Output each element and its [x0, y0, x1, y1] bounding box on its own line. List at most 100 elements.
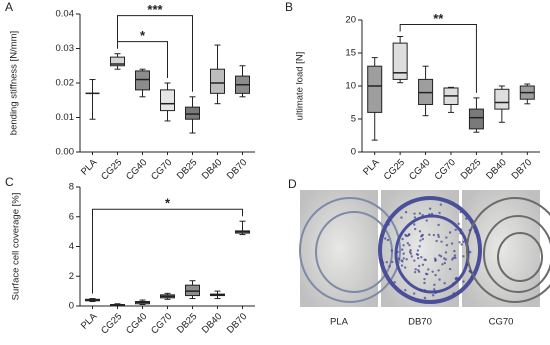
speckle	[445, 243, 449, 247]
panel-label: D	[288, 177, 297, 191]
x-tick-label: DB25	[175, 311, 200, 336]
y-tick-label: 4	[69, 241, 74, 252]
speckle	[435, 239, 438, 243]
box	[367, 65, 383, 113]
speckle	[458, 241, 461, 244]
speckle	[413, 216, 417, 219]
y-tick-label: 0	[351, 147, 356, 158]
speckle	[404, 289, 407, 292]
x-tick-label: CG70	[149, 311, 174, 336]
panel-label: B	[285, 0, 293, 14]
y-tick-label: 2	[69, 271, 74, 282]
y-tick-label: 0.04	[56, 9, 75, 20]
x-tick-label: DB25	[459, 157, 484, 182]
speckle	[427, 268, 430, 271]
speckle	[402, 257, 405, 260]
speckle	[417, 264, 421, 268]
box	[185, 106, 200, 120]
speckle	[402, 244, 405, 247]
x-tick-label: DB70	[225, 311, 250, 336]
speckle	[454, 228, 457, 231]
speckle	[437, 235, 440, 239]
box	[160, 89, 175, 112]
speckle	[470, 275, 474, 278]
speckle	[462, 255, 465, 258]
speckle	[400, 264, 404, 267]
speckle	[381, 234, 384, 238]
x-tick-label: CG40	[407, 157, 432, 182]
speckle	[438, 211, 441, 215]
image-caption: PLA	[330, 317, 349, 328]
speckle	[384, 237, 387, 240]
speckle	[400, 216, 403, 219]
x-tick-label: CG40	[124, 311, 149, 336]
speckle	[450, 242, 454, 245]
y-tick-label: 10	[345, 81, 356, 92]
x-tick-label: CG70	[149, 157, 174, 182]
speckle	[465, 263, 469, 266]
speckle	[474, 230, 477, 233]
y-tick-label: 0	[69, 301, 74, 312]
scaffold-rings	[299, 196, 550, 304]
significance-bracket	[117, 15, 193, 92]
speckle	[414, 268, 417, 271]
speckle	[405, 258, 408, 261]
speckle	[386, 238, 390, 242]
speckle	[414, 227, 417, 231]
speckle	[404, 233, 407, 237]
image-panel: PLA DB70 CG70 D	[288, 177, 550, 328]
y-tick-label: 5	[351, 114, 356, 125]
speckle	[408, 250, 412, 254]
speckle	[385, 260, 388, 264]
x-tick-label: CG70	[433, 157, 458, 182]
speckle	[423, 281, 426, 285]
speckle	[453, 254, 457, 257]
speckle	[431, 270, 434, 273]
speckle	[406, 242, 409, 245]
y-tick-label: 15	[345, 48, 356, 59]
speckle	[433, 288, 436, 291]
significance-bracket	[399, 24, 477, 93]
image-caption: DB70	[408, 317, 432, 328]
x-tick-label: DB70	[510, 157, 535, 182]
y-tick-label: 6	[69, 211, 74, 222]
speckle	[444, 258, 447, 261]
speckle	[454, 277, 458, 280]
speckle	[448, 267, 452, 271]
image-caption: CG70	[489, 317, 514, 328]
speckle	[434, 291, 437, 295]
y-tick-label: 0.03	[56, 43, 75, 54]
speckle	[387, 223, 390, 226]
speckle	[421, 237, 425, 241]
speckle	[439, 255, 443, 258]
speckle	[432, 294, 435, 297]
y-axis-label: ultimate load [N]	[295, 52, 306, 121]
significance-label: **	[433, 11, 444, 26]
speckle	[407, 233, 411, 237]
panel-label: C	[5, 175, 14, 189]
speckle	[428, 213, 431, 216]
speckle	[417, 256, 420, 260]
y-tick-label: 20	[345, 15, 356, 26]
speckle	[423, 289, 427, 292]
x-tick-label: CG25	[382, 157, 407, 182]
speckle	[445, 236, 448, 239]
speckle	[433, 257, 437, 260]
speckle	[388, 265, 391, 268]
speckle	[417, 269, 420, 272]
speckle	[458, 278, 461, 281]
speckle	[397, 257, 401, 260]
speckle	[402, 252, 405, 255]
speckle	[423, 277, 426, 281]
speckle	[459, 228, 463, 231]
speckle	[396, 250, 399, 254]
speckle	[460, 243, 463, 246]
x-tick-label: CG25	[99, 311, 124, 336]
speckle	[452, 282, 455, 285]
stain-speckles	[380, 203, 477, 300]
x-tick-label: CG40	[124, 157, 149, 182]
speckle	[428, 207, 432, 210]
y-axis-label: Surface cell coverage [%]	[11, 193, 22, 301]
x-tick-label: CG25	[99, 157, 124, 182]
speckle	[444, 251, 448, 254]
